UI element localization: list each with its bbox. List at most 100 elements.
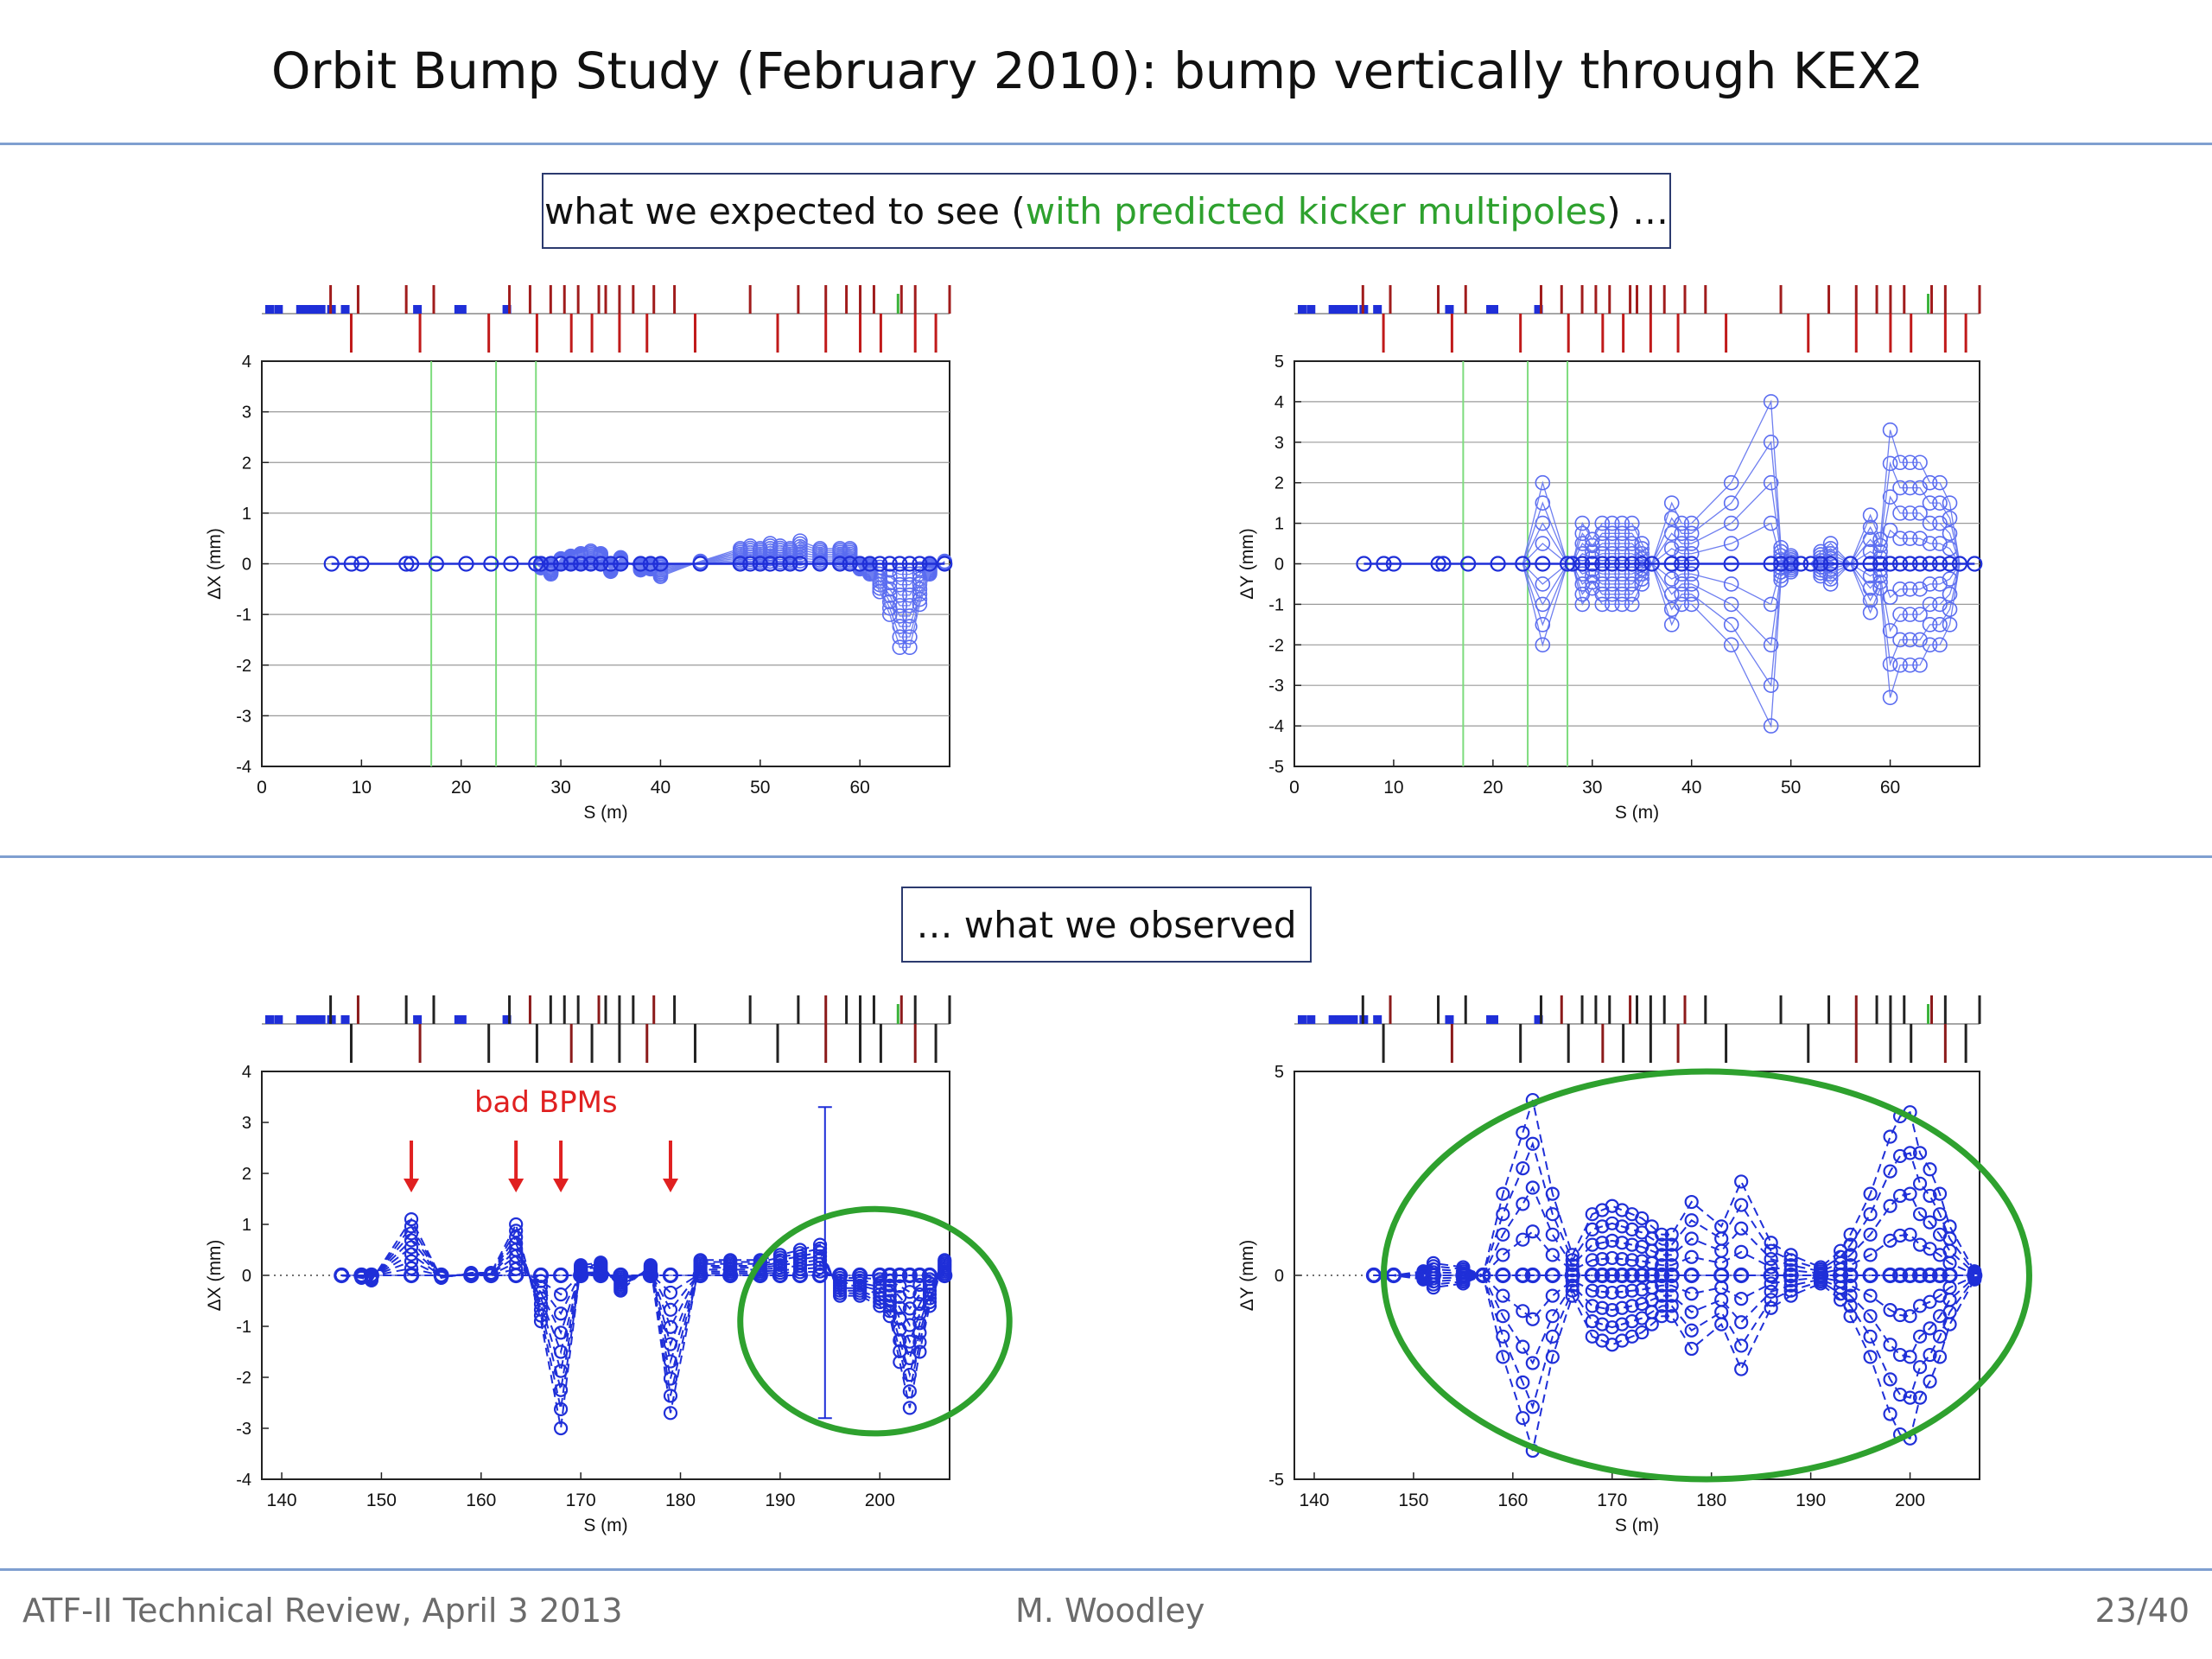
lattice-magnet bbox=[1373, 305, 1382, 314]
y-tick-label: -5 bbox=[1268, 1471, 1284, 1490]
bpm-point bbox=[1684, 1305, 1699, 1319]
bpm-point bbox=[1604, 576, 1620, 592]
x-tick-label: 30 bbox=[1582, 778, 1602, 798]
bpm-point bbox=[1516, 1304, 1530, 1319]
bpm-point bbox=[1594, 536, 1611, 551]
y-tick-label: 4 bbox=[242, 353, 251, 372]
x-tick-label: 10 bbox=[352, 778, 372, 798]
lattice-magnet bbox=[1328, 1015, 1338, 1024]
y-tick-label: 3 bbox=[242, 404, 251, 423]
bpm-point bbox=[1734, 1315, 1749, 1330]
series-line bbox=[341, 1231, 946, 1390]
bpm-point bbox=[1605, 1303, 1619, 1318]
bpm-point bbox=[1604, 596, 1620, 613]
bpm-point bbox=[1545, 1329, 1560, 1344]
bpm-point bbox=[1535, 637, 1551, 653]
bpm-point bbox=[1535, 536, 1551, 551]
bpm-point bbox=[1912, 632, 1928, 648]
bpm-point bbox=[1624, 1253, 1639, 1268]
bpm-point bbox=[1664, 1258, 1679, 1273]
lattice-magnet bbox=[1335, 1015, 1344, 1024]
y-tick-label: 0 bbox=[1274, 556, 1284, 575]
lattice-magnet bbox=[1534, 305, 1543, 314]
bpm-point bbox=[1912, 607, 1928, 622]
bpm-point bbox=[1882, 489, 1898, 505]
bpm-point bbox=[1834, 1249, 1848, 1264]
bpm-point bbox=[1714, 1281, 1729, 1295]
bpm-point bbox=[663, 1389, 678, 1403]
y-tick-label: 4 bbox=[1274, 393, 1284, 412]
bpm-point bbox=[1664, 1309, 1679, 1324]
bpm-point bbox=[1655, 1299, 1669, 1313]
bpm-point bbox=[1723, 515, 1739, 531]
bpm-point bbox=[1723, 596, 1739, 613]
x-tick-label: 170 bbox=[566, 1491, 596, 1510]
y-tick-label: 1 bbox=[242, 505, 251, 524]
bpm-point bbox=[1903, 1186, 1917, 1201]
bpm-point bbox=[1892, 582, 1908, 597]
expected-caption-prefix: what we expected to see ( bbox=[544, 189, 1026, 232]
bpm-point bbox=[812, 541, 828, 556]
bpm-point bbox=[1882, 422, 1898, 438]
bpm-point bbox=[1516, 1160, 1530, 1176]
bpm-point bbox=[1525, 1180, 1540, 1195]
bpm-point bbox=[1595, 1236, 1610, 1250]
bpm-point bbox=[1624, 1313, 1639, 1329]
bpm-point bbox=[1663, 586, 1680, 602]
bpm-point bbox=[573, 545, 588, 562]
y-tick-label: -2 bbox=[236, 657, 251, 676]
bpm-point bbox=[873, 1294, 887, 1310]
bpm-point bbox=[1565, 1273, 1580, 1288]
bpm-point bbox=[861, 566, 878, 582]
bpm-point bbox=[1594, 515, 1611, 531]
bpm-point bbox=[892, 576, 908, 593]
bpm-point bbox=[1902, 632, 1918, 648]
bpm-point bbox=[1624, 515, 1640, 531]
y-tick-label: -1 bbox=[1268, 595, 1284, 614]
bpm-point bbox=[1942, 510, 1958, 526]
series-line bbox=[1373, 1274, 1975, 1365]
bpm-point bbox=[1525, 1400, 1540, 1414]
bpm-point bbox=[1942, 1243, 1957, 1258]
bpm-point bbox=[1634, 545, 1650, 562]
bpm-point bbox=[1545, 1186, 1560, 1201]
bpm-point bbox=[1674, 576, 1690, 592]
bpm-point bbox=[1604, 515, 1620, 531]
bpm-point bbox=[1604, 536, 1620, 551]
bpm-point bbox=[1932, 637, 1948, 653]
bpm-point bbox=[1624, 596, 1640, 613]
bpm-point bbox=[1624, 576, 1640, 592]
y-tick-label: -1 bbox=[236, 1318, 251, 1337]
bpm-point bbox=[1862, 507, 1878, 524]
series-line bbox=[1373, 1274, 1976, 1410]
bpm-point bbox=[1585, 1313, 1599, 1329]
bpm-point bbox=[1664, 1227, 1679, 1242]
bpm-point bbox=[1624, 1299, 1639, 1313]
footer-page-number: 23/40 bbox=[2094, 1592, 2190, 1630]
lattice-magnet bbox=[1342, 1015, 1351, 1024]
bpm-point bbox=[1912, 454, 1928, 471]
y-tick-label: 2 bbox=[242, 454, 251, 473]
bpm-point bbox=[1863, 1227, 1878, 1242]
bpm-point bbox=[1912, 505, 1928, 521]
lattice-magnet bbox=[302, 305, 312, 314]
bpm-point bbox=[1615, 1219, 1630, 1234]
lattice-magnet bbox=[274, 305, 283, 314]
bpm-point bbox=[1663, 617, 1680, 632]
bpm-point bbox=[1683, 566, 1700, 582]
bpm-point bbox=[1496, 1329, 1510, 1344]
bpm-point bbox=[1683, 536, 1700, 551]
bpm-point bbox=[1634, 571, 1650, 587]
bpm-point bbox=[1902, 657, 1918, 673]
bpm-point bbox=[1535, 617, 1551, 632]
bpm-point bbox=[1615, 1252, 1630, 1267]
bpm-point bbox=[1635, 1325, 1649, 1340]
bpm-point bbox=[1883, 1164, 1897, 1179]
bpm-point bbox=[1574, 566, 1591, 582]
y-tick-label: -4 bbox=[236, 1471, 251, 1490]
x-tick-label: 10 bbox=[1383, 778, 1403, 798]
bpm-point bbox=[1714, 1255, 1729, 1270]
bpm-point bbox=[1892, 607, 1908, 622]
bpm-point bbox=[1932, 474, 1948, 491]
bpm-point bbox=[742, 538, 759, 554]
